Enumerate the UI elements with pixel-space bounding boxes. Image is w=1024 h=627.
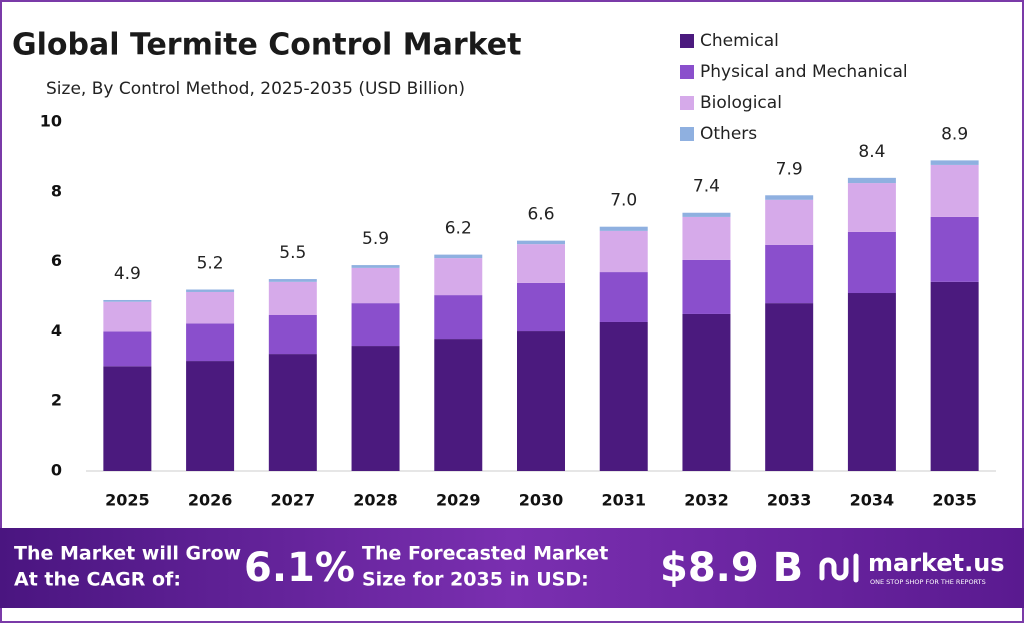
- total-label: 7.9: [776, 159, 803, 179]
- bar-segment: [434, 295, 483, 340]
- y-tick-label: 4: [51, 321, 62, 340]
- x-tick-label: 2034: [850, 491, 895, 510]
- bar-segment: [351, 303, 400, 347]
- bar-segment: [268, 314, 317, 355]
- bar-segment: [186, 323, 235, 362]
- total-label: 5.2: [197, 254, 224, 274]
- legend-swatch: [680, 65, 694, 79]
- y-tick-label: 0: [51, 461, 62, 480]
- logo: market.us: [868, 549, 1005, 577]
- bar-segment: [765, 303, 814, 471]
- bar-segment: [765, 195, 814, 200]
- bar-segment: [599, 272, 648, 322]
- x-tick-label: 2028: [353, 491, 398, 510]
- size-text: The Forecasted Market: [362, 543, 608, 565]
- x-tick-label: 2027: [271, 491, 316, 510]
- bar-segment: [930, 160, 979, 165]
- bar-segment: [434, 254, 483, 259]
- cagr-text: At the CAGR of:: [14, 569, 181, 591]
- plot: 0 2 4 6 8 10 Chemical Physical and Mechanical Bi…: [40, 31, 996, 510]
- bar-segment: [268, 279, 317, 282]
- bar-segment: [434, 339, 483, 471]
- bar-segment: [268, 281, 317, 315]
- total-label: 4.9: [114, 264, 141, 284]
- bar-segment: [847, 183, 896, 232]
- legend-label: Others: [700, 124, 757, 144]
- bar-segment: [599, 321, 648, 471]
- cagr-value: 6.1%: [244, 545, 355, 591]
- bar-segment: [847, 231, 896, 294]
- total-label: 5.9: [362, 229, 389, 249]
- bar-segment: [517, 282, 565, 332]
- bar-segment: [847, 177, 896, 184]
- bar-segment: [517, 240, 565, 245]
- bar-segment: [682, 313, 731, 471]
- legend-label: Physical and Mechanical: [700, 62, 908, 82]
- legend-label: Biological: [700, 93, 782, 113]
- bar-segment: [517, 331, 565, 471]
- logo-icon: [819, 553, 859, 583]
- bar-segment: [103, 366, 152, 471]
- total-label: 8.9: [941, 124, 968, 144]
- total-label: 8.4: [858, 142, 885, 162]
- total-label: 5.5: [279, 243, 306, 263]
- y-tick-label: 8: [51, 181, 62, 200]
- bar-segment: [599, 226, 648, 231]
- legend-label: Chemical: [700, 31, 779, 51]
- bar-segment: [186, 289, 235, 292]
- bar-segment: [517, 244, 565, 283]
- bar-segment: [186, 361, 235, 471]
- x-tick-label: 2031: [601, 491, 646, 510]
- bar-segment: [351, 346, 400, 471]
- bar-segment: [682, 212, 731, 217]
- bar-segment: [930, 281, 979, 471]
- bar-segment: [103, 299, 152, 302]
- x-tick-label: 2035: [932, 491, 977, 510]
- legend-swatch: [680, 127, 694, 141]
- x-tick-label: 2026: [188, 491, 233, 510]
- bar-segment: [930, 164, 979, 217]
- bar-segment: [351, 267, 400, 304]
- bar-segment: [599, 230, 648, 273]
- legend-swatch: [680, 96, 694, 110]
- bar-segment: [682, 216, 731, 260]
- chart-subtitle: Size, By Control Method, 2025-2035 (USD …: [46, 79, 465, 99]
- x-tick-label: 2025: [105, 491, 150, 510]
- bar-segment: [351, 265, 400, 268]
- x-tick-label: 2029: [436, 491, 481, 510]
- size-text: Size for 2035 in USD:: [362, 569, 589, 591]
- y-tick-label: 6: [51, 251, 62, 270]
- bar-segment: [765, 244, 814, 304]
- cagr-text: The Market will Grow: [14, 543, 241, 565]
- x-tick-label: 2030: [519, 491, 564, 510]
- bar-segment: [930, 216, 979, 282]
- total-label: 7.4: [693, 177, 720, 197]
- y-tick-label: 2: [51, 391, 62, 410]
- total-label: 6.2: [445, 219, 472, 239]
- x-tick-label: 2032: [684, 491, 729, 510]
- y-tick-label: 10: [40, 112, 62, 131]
- bar-segment: [682, 259, 731, 314]
- banner: [0, 528, 1024, 608]
- legend-swatch: [680, 34, 694, 48]
- total-label: 7.0: [610, 191, 637, 211]
- bar-segment: [103, 331, 152, 367]
- bar-segment: [103, 301, 152, 332]
- bar-segment: [847, 293, 896, 471]
- bar-segment: [268, 354, 317, 471]
- bar-segment: [434, 258, 483, 296]
- bar-segment: [186, 291, 235, 324]
- size-value: $8.9 B: [660, 545, 803, 591]
- total-label: 6.6: [527, 205, 554, 225]
- chart-title: Global Termite Control Market: [12, 28, 521, 63]
- tagline: ONE STOP SHOP FOR THE REPORTS: [870, 578, 986, 586]
- bar-segment: [765, 199, 814, 245]
- x-tick-label: 2033: [767, 491, 812, 510]
